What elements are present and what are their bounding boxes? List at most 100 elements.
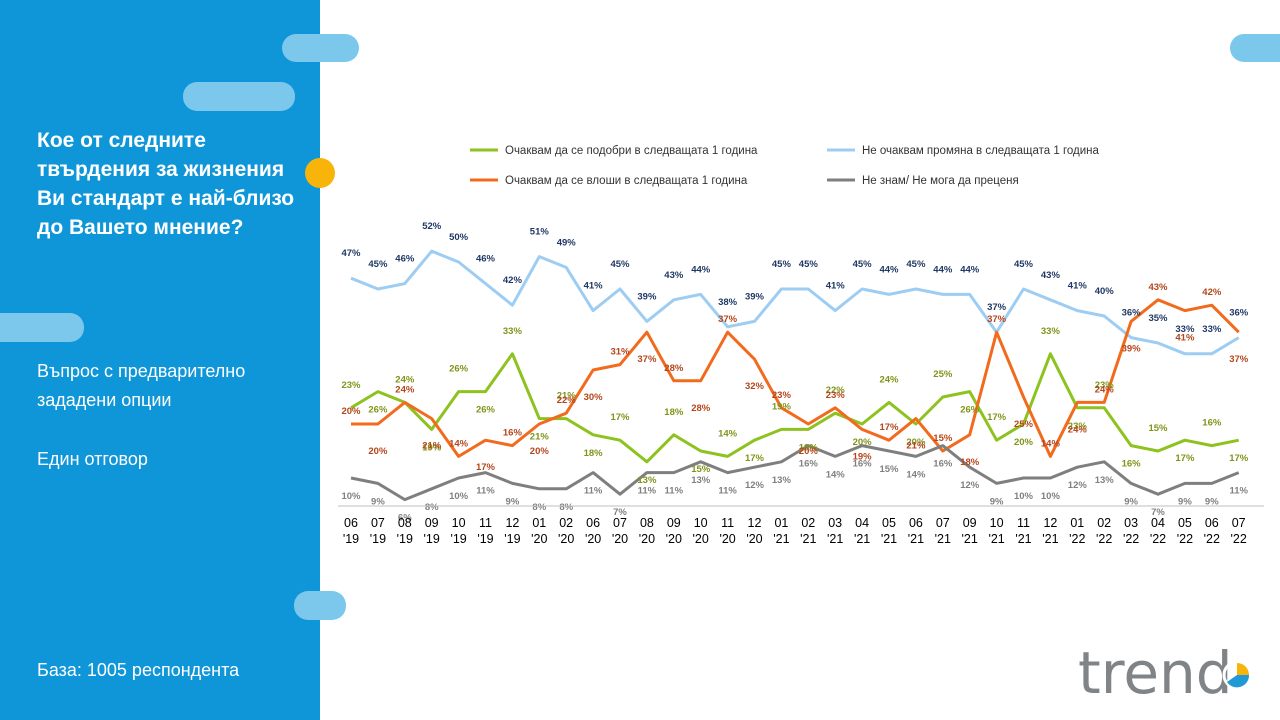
data-label: 20% [853,437,873,448]
data-label: 22% [557,395,577,406]
x-tick-label: '20 [639,532,655,546]
data-label: 19% [772,401,792,412]
data-label: 33% [1202,324,1222,335]
data-label: 10% [341,491,361,502]
x-tick-label: '21 [1015,532,1031,546]
data-label: 14% [1041,438,1061,449]
data-label: 23% [826,390,846,401]
data-label: 11% [665,486,684,497]
data-label: 13% [691,475,711,486]
data-label: 18% [664,407,684,418]
data-label: 13% [1095,475,1115,486]
data-label: 8% [559,502,573,513]
data-label: 41% [826,281,846,292]
data-label: 45% [853,259,873,270]
data-label: 6% [398,513,412,524]
x-tick-label: '20 [693,532,709,546]
data-label: 36% [1229,308,1249,319]
series-line [350,444,1240,502]
x-tick-label: 05 [1178,516,1192,530]
x-tick-label: 12 [748,516,762,530]
data-label: 17% [987,412,1007,423]
data-label: 46% [476,254,496,265]
x-tick-label: 02 [801,516,815,530]
data-label: 9% [1178,496,1192,507]
x-tick-label: '19 [343,532,359,546]
trend-logo: trend [1078,640,1252,700]
answer-note: Един отговор [37,449,148,469]
data-label: 51% [530,227,550,238]
data-label: 20% [341,406,361,417]
x-tick-label: 12 [505,516,519,530]
data-label: 24% [395,384,415,395]
data-label: 16% [1122,459,1142,470]
x-tick-label: '22 [1123,532,1139,546]
data-label: 20% [1014,437,1034,448]
series-line [350,352,1239,464]
data-label: 11% [638,486,657,497]
data-label: 8% [532,502,546,513]
decor-pill [183,82,295,111]
data-label: 16% [1202,418,1222,429]
x-tick-label: 12 [1043,516,1057,530]
data-label: 33% [1041,326,1061,337]
data-label: 7% [1151,507,1165,518]
x-tick-label: '21 [988,532,1004,546]
x-tick-label: 09 [425,516,439,530]
x-tick-label: 06 [344,516,358,530]
x-tick-label: 08 [398,516,412,530]
data-label: 11% [476,486,495,497]
logo-text: trend [1078,640,1233,700]
data-label: 9% [1205,496,1219,507]
data-label: 23% [1068,421,1088,432]
data-label: 20% [906,437,926,448]
data-label: 12% [960,480,980,491]
data-label: 11% [718,486,737,497]
legend-label: Очаквам да се влоши в следващата 1 годин… [505,175,748,187]
x-tick-label: 01 [532,516,546,530]
x-tick-label: 06 [909,516,923,530]
data-label: 20% [368,446,388,457]
data-label: 37% [637,354,657,365]
data-label: 52% [422,221,442,232]
x-tick-label: 11 [479,516,492,530]
data-label: 45% [1014,259,1034,270]
data-label: 15% [879,464,899,475]
data-label: 45% [772,259,792,270]
data-label: 14% [826,469,846,480]
data-label: 14% [449,438,469,449]
x-tick-label: '21 [881,532,897,546]
x-tick-label: 02 [1097,516,1111,530]
data-label: 42% [1202,287,1222,298]
x-tick-label: '20 [746,532,762,546]
x-tick-label: '22 [1150,532,1166,546]
x-tick-label: '21 [773,532,789,546]
data-label: 20% [799,446,819,457]
data-label: 11% [584,486,603,497]
data-label: 24% [1068,424,1088,435]
data-label: 24% [395,374,415,385]
data-label: 36% [1122,308,1142,319]
data-label: 45% [906,259,926,270]
x-tick-label: '22 [1069,532,1085,546]
x-tick-label: 10 [990,516,1004,530]
data-label: 26% [449,364,469,375]
data-label: 16% [503,428,523,439]
data-label: 9% [371,496,385,507]
x-tick-label: 06 [1205,516,1219,530]
data-label: 41% [1068,281,1088,292]
data-label: 26% [960,405,980,416]
x-tick-label: '20 [719,532,735,546]
data-label: 15% [933,433,953,444]
x-tick-label: '21 [854,532,870,546]
x-tick-label: '21 [827,532,843,546]
data-label: 10% [1041,491,1061,502]
data-label: 24% [1095,384,1115,395]
data-label: 18% [584,448,604,459]
data-label: 9% [1124,496,1138,507]
data-label: 17% [1175,453,1195,464]
series-line [351,298,1240,458]
data-label: 45% [610,259,630,270]
data-label: 11% [1229,486,1248,497]
data-label: 26% [368,405,388,416]
